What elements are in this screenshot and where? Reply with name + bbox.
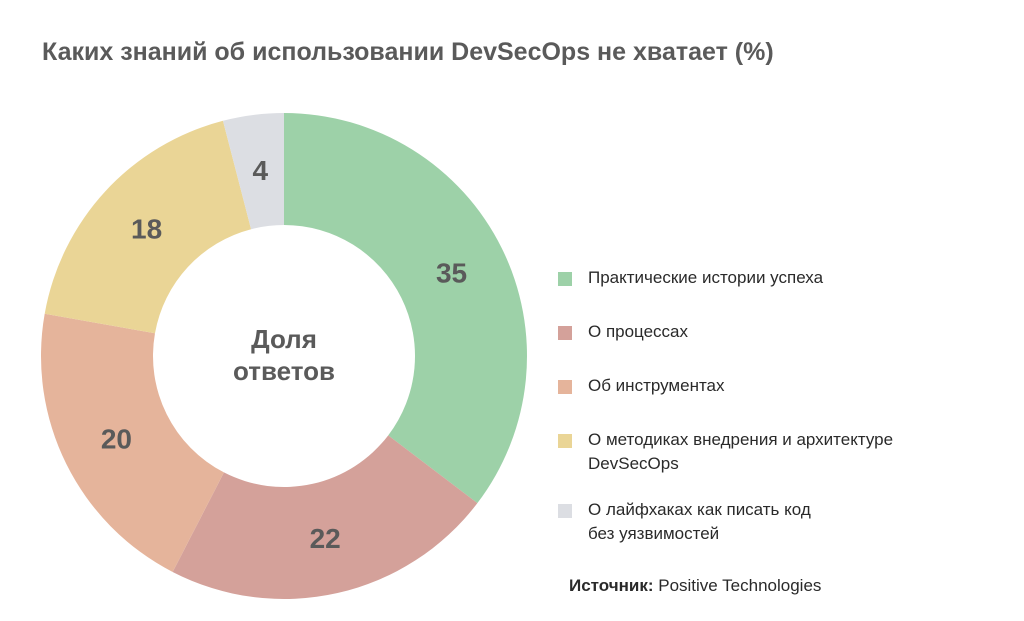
legend-label: Об инструментах: [588, 374, 928, 398]
donut-center-label: Доля ответов: [209, 323, 359, 387]
legend: Практические истории успеха О процессах …: [558, 266, 978, 576]
legend-item-methods: О методиках внедрения и архитектуре DevS…: [558, 428, 978, 476]
slice-value-label: 35: [436, 257, 467, 288]
legend-label-line: DevSecOps: [588, 454, 679, 473]
center-label-line-2: ответов: [233, 356, 335, 386]
legend-label-line: О процессах: [588, 322, 689, 341]
donut-slice: [222, 113, 284, 230]
legend-label: Практические истории успеха: [588, 266, 928, 290]
slice-value-label: 18: [131, 214, 162, 245]
legend-swatch: [558, 272, 572, 286]
legend-item-tools: Об инструментах: [558, 374, 978, 398]
slice-value-label: 20: [101, 424, 132, 455]
legend-label-line: О лайфхаках как писать код: [588, 500, 811, 519]
legend-label-line: Практические истории успеха: [588, 268, 824, 287]
legend-label-line: без уязвимостей: [588, 524, 720, 543]
legend-item-success-stories: Практические истории успеха: [558, 266, 978, 290]
slice-value-label: 4: [253, 155, 269, 186]
legend-label: О лайфхаках как писать код без уязвимост…: [588, 498, 928, 546]
legend-swatch: [558, 380, 572, 394]
slice-value-label: 22: [310, 523, 341, 554]
legend-label: О процессах: [588, 320, 928, 344]
legend-swatch: [558, 326, 572, 340]
chart-title: Каких знаний об использовании DevSecOps …: [42, 38, 774, 66]
legend-swatch: [558, 504, 572, 518]
legend-label-line: Об инструментах: [588, 376, 725, 395]
legend-label: О методиках внедрения и архитектуре DevS…: [588, 428, 928, 476]
source-note: Источник: Positive Technologies: [569, 576, 821, 596]
legend-swatch: [558, 434, 572, 448]
center-label-line-1: Доля: [251, 324, 317, 354]
donut-slice: [44, 120, 252, 334]
legend-item-processes: О процессах: [558, 320, 978, 344]
source-value: Positive Technologies: [658, 576, 822, 595]
legend-label-line: О методиках внедрения и архитектуре: [588, 430, 894, 449]
donut-slice: [284, 113, 527, 504]
source-label: Источник:: [569, 576, 654, 595]
donut-slice: [41, 313, 224, 572]
donut-slice: [172, 435, 478, 599]
legend-item-lifehacks: О лайфхаках как писать код без уязвимост…: [558, 498, 978, 546]
